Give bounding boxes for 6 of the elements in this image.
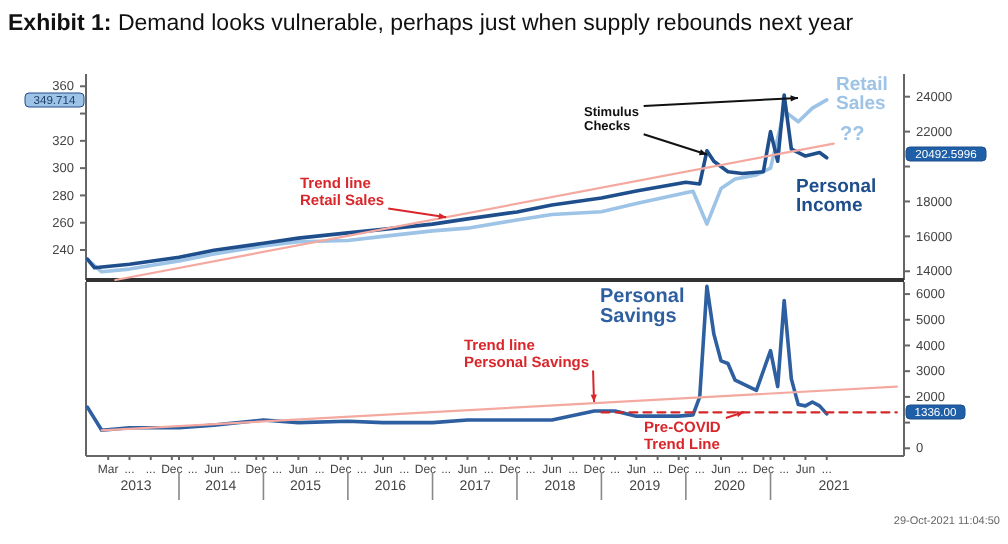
series-label: Retail Sales — [836, 74, 888, 115]
annotation: ?? — [840, 124, 865, 146]
series-label: Personal Savings — [600, 286, 685, 328]
line-series — [85, 284, 829, 433]
chart-title: Exhibit 1: Demand looks vulnerable, perhaps just when supply rebounds next year — [8, 12, 854, 36]
series-label: Personal Income — [796, 176, 877, 217]
